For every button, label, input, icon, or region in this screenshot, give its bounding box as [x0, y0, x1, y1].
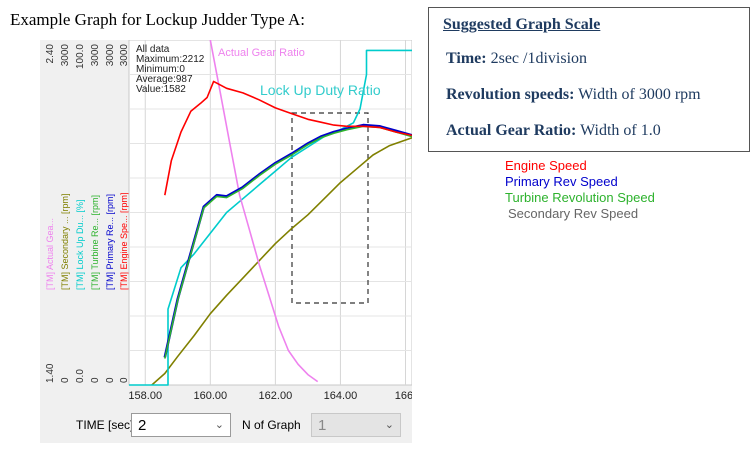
series-line — [164, 80, 412, 196]
x-tick-label: 158.00 — [128, 390, 162, 402]
stats-line: Maximum:2212 — [136, 54, 205, 65]
chevron-down-icon: ⌄ — [214, 419, 224, 431]
side-legend: Engine Speed Primary Rev Speed Turbine R… — [505, 158, 655, 222]
series-line — [129, 49, 412, 386]
graph-controls-bar: TIME [sec] 2 ⌄ N of Graph 1 ⌄ — [40, 405, 412, 443]
chart-svg: 2.40 1.40 [TM] Actual Gea... 3000 0 [TM] Seco… — [45, 40, 412, 402]
stats-line: Average:987 — [136, 74, 193, 85]
scale-line-time: Time: 2sec /1division — [446, 50, 587, 68]
legend-turbine-revolution-speed: Turbine Revolution Speed — [505, 190, 655, 205]
n-graph-select: 1 ⌄ — [311, 413, 401, 437]
scale-label: Actual Gear Ratio: — [446, 122, 577, 139]
suggested-scale-box: Suggested Graph Scale Time: 2sec /1divis… — [428, 7, 750, 152]
x-tick-label: 164.00 — [324, 390, 358, 402]
legend-secondary-rev-speed: Secondary Rev Speed — [508, 206, 639, 221]
axis-top-value: 3000 — [60, 44, 71, 67]
x-tick-label: 166. — [395, 390, 412, 402]
axis-series-label[interactable]: [TM] Primary Re... [rpm] — [105, 194, 115, 290]
axis-top-value: 2.40 — [45, 44, 56, 64]
axis-series-label[interactable]: [TM] Turbine Re... [rpm] — [90, 195, 100, 290]
axis-top-value: 3000 — [105, 44, 116, 67]
legend-primary-rev-speed: Primary Rev Speed — [505, 174, 618, 189]
axis-bottom-value: 0 — [105, 377, 116, 383]
scale-line-gear-ratio: Actual Gear Ratio: Width of 1.0 — [446, 122, 661, 140]
axis-series-label[interactable]: [TM] Engine Spe... [rpm] — [119, 192, 129, 290]
legend-engine-speed: Engine Speed — [505, 158, 587, 173]
n-graph-label: N of Graph — [242, 418, 301, 432]
axis-top-value: 100.0 — [75, 44, 86, 69]
axis-series-label[interactable]: [TM] Actual Gea... — [45, 218, 55, 290]
axis-bottom-value: 1.40 — [45, 363, 56, 383]
scale-value: Width of 1.0 — [580, 122, 661, 139]
duty-ratio-annotation: Lock Up Duty Ratio — [260, 82, 381, 98]
n-graph-select-value: 1 — [318, 417, 327, 434]
figure-heading: Example Graph for Lockup Judder Type A: — [10, 10, 305, 29]
time-label: TIME [sec] — [76, 418, 134, 432]
axis-bottom-value: 0 — [60, 377, 71, 383]
time-select-value: 2 — [138, 417, 147, 434]
axis-bottom-value: 0 — [119, 377, 130, 383]
stats-line: Value:1582 — [136, 84, 186, 95]
axis-top-value: 3000 — [119, 44, 130, 67]
x-tick-label: 160.00 — [193, 390, 227, 402]
suggested-scale-title: Suggested Graph Scale — [443, 16, 601, 33]
scale-value: Width of 3000 rpm — [578, 86, 701, 103]
stats-line: All data — [136, 44, 170, 55]
axis-bottom-value: 0 — [90, 377, 101, 383]
gear-ratio-annotation: Actual Gear Ratio — [218, 47, 305, 59]
axis-series-label[interactable]: [TM] Secondary ... [rpm] — [60, 193, 70, 290]
x-tick-label: 162.00 — [259, 390, 293, 402]
scale-value: 2sec /1division — [490, 50, 588, 67]
series-line — [151, 137, 412, 386]
scale-label: Time: — [446, 50, 487, 67]
scale-label: Revolution speeds: — [446, 86, 575, 103]
axis-bottom-value: 0.0 — [75, 369, 86, 383]
time-select[interactable]: 2 ⌄ — [131, 413, 231, 437]
axis-series-label[interactable]: [TM] Lock Up Du... [%] — [75, 199, 85, 290]
scale-line-revolution: Revolution speeds: Width of 3000 rpm — [446, 86, 701, 104]
chevron-down-icon: ⌄ — [384, 419, 394, 431]
series-line — [209, 40, 319, 383]
judder-highlight-box — [291, 112, 369, 304]
stats-line: Minimum:0 — [136, 64, 185, 75]
axis-top-value: 3000 — [90, 44, 101, 67]
